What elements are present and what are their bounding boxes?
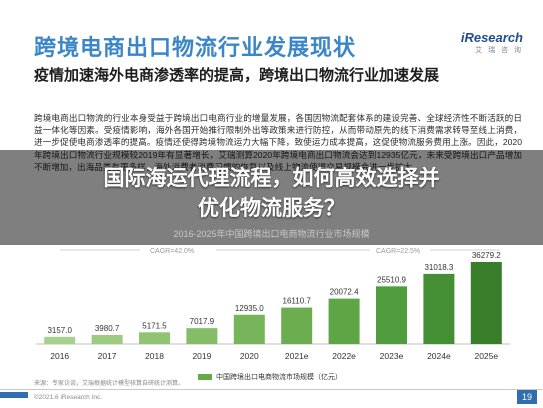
bar-2019 bbox=[186, 328, 218, 344]
corner-accent bbox=[0, 392, 28, 398]
footer-divider bbox=[0, 389, 543, 390]
source-note: 来源：专家访谈，艾瑞根据统计模型核算自研统计测算。 bbox=[34, 381, 185, 387]
bar-2022e bbox=[328, 298, 360, 344]
x-tick-label-2025e: 2025e bbox=[474, 351, 498, 361]
x-tick-label-2019: 2019 bbox=[192, 351, 211, 361]
page-number: 19 bbox=[517, 390, 537, 404]
overlay-title-line2: 优化物流服务？ bbox=[198, 197, 345, 220]
bar-2016 bbox=[44, 336, 76, 344]
data-label-2025e: 36279.2 bbox=[472, 251, 501, 260]
logo-sub-text: 艾 瑞 咨 询 bbox=[475, 47, 523, 54]
data-label-2016: 3157.0 bbox=[47, 326, 72, 335]
legend-swatch bbox=[198, 374, 212, 381]
bar-2020 bbox=[233, 314, 265, 344]
x-tick-label-2016: 2016 bbox=[50, 351, 69, 361]
data-label-2023e: 25510.9 bbox=[377, 275, 406, 284]
cagr-label-2: CAGR=22.5% bbox=[376, 248, 421, 255]
page-title: 跨境电商出口物流行业发展现状 bbox=[34, 35, 357, 60]
overlay-band bbox=[0, 150, 543, 245]
legend-label: 中国跨境出口电商物流市场规模（亿元） bbox=[216, 374, 342, 381]
bar-2023e bbox=[376, 286, 407, 344]
data-label-2022e: 20072.4 bbox=[330, 288, 359, 297]
chart-subtitle: 2016-2025年中国跨境出口电商物流行业市场规模 bbox=[173, 229, 370, 239]
chart-legend: 中国跨境出口电商物流市场规模（亿元） bbox=[198, 372, 342, 382]
bar-2024e bbox=[423, 273, 455, 344]
x-tick-label-2017: 2017 bbox=[98, 351, 117, 361]
logo-main-text: iResearch bbox=[460, 30, 523, 45]
copyright-text: ©2021.6 iResearch Inc. bbox=[34, 394, 103, 401]
bar-2025e bbox=[470, 262, 502, 344]
data-label-2024e: 31018.3 bbox=[424, 263, 453, 272]
overlay-title: 国际海运代理流程，如何高效选择并 优化物流服务？ bbox=[0, 164, 543, 224]
data-label-2018: 5171.5 bbox=[142, 321, 167, 330]
data-label-2017: 3980.7 bbox=[95, 324, 120, 333]
x-tick-label-2021e: 2021e bbox=[285, 351, 309, 361]
slide-subtitle: 疫情加速海外电商渗透率的提高，跨境出口物流行业加速发展 bbox=[34, 67, 440, 84]
x-tick-label-2023e: 2023e bbox=[380, 351, 404, 361]
x-tick-label-2024e: 2024e bbox=[427, 351, 451, 361]
x-tick-label-2018: 2018 bbox=[145, 351, 164, 361]
overlay-title-line1: 国际海运代理流程，如何高效选择并 bbox=[103, 167, 440, 190]
bar-2018 bbox=[139, 332, 170, 344]
x-tick-label-2020: 2020 bbox=[240, 351, 259, 361]
data-label-2021e: 16110.7 bbox=[283, 297, 312, 306]
x-tick-label-2022e: 2022e bbox=[332, 351, 356, 361]
bar-2017 bbox=[91, 335, 123, 344]
data-label-2020: 12935.0 bbox=[235, 304, 264, 313]
data-label-2019: 7017.9 bbox=[190, 317, 215, 326]
bar-2021e bbox=[281, 307, 313, 344]
brand-logo: iResearch 艾 瑞 咨 询 bbox=[461, 30, 523, 55]
cagr-label-1: CAGR=42.0% bbox=[150, 248, 195, 255]
